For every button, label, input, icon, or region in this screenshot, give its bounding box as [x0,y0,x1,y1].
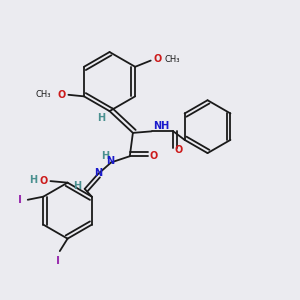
Text: N: N [106,156,114,166]
Text: I: I [56,256,60,266]
Text: N: N [94,168,103,178]
Text: CH₃: CH₃ [36,90,51,99]
Text: O: O [175,145,183,155]
Text: H: H [29,175,38,184]
Text: H: H [101,151,110,160]
Text: O: O [150,151,158,161]
Text: O: O [39,176,47,186]
Text: NH: NH [153,121,169,131]
Text: I: I [18,195,22,205]
Text: CH₃: CH₃ [165,55,180,64]
Text: O: O [154,54,162,64]
Text: H: H [73,181,81,191]
Text: H: H [97,113,105,123]
Text: O: O [57,90,65,100]
